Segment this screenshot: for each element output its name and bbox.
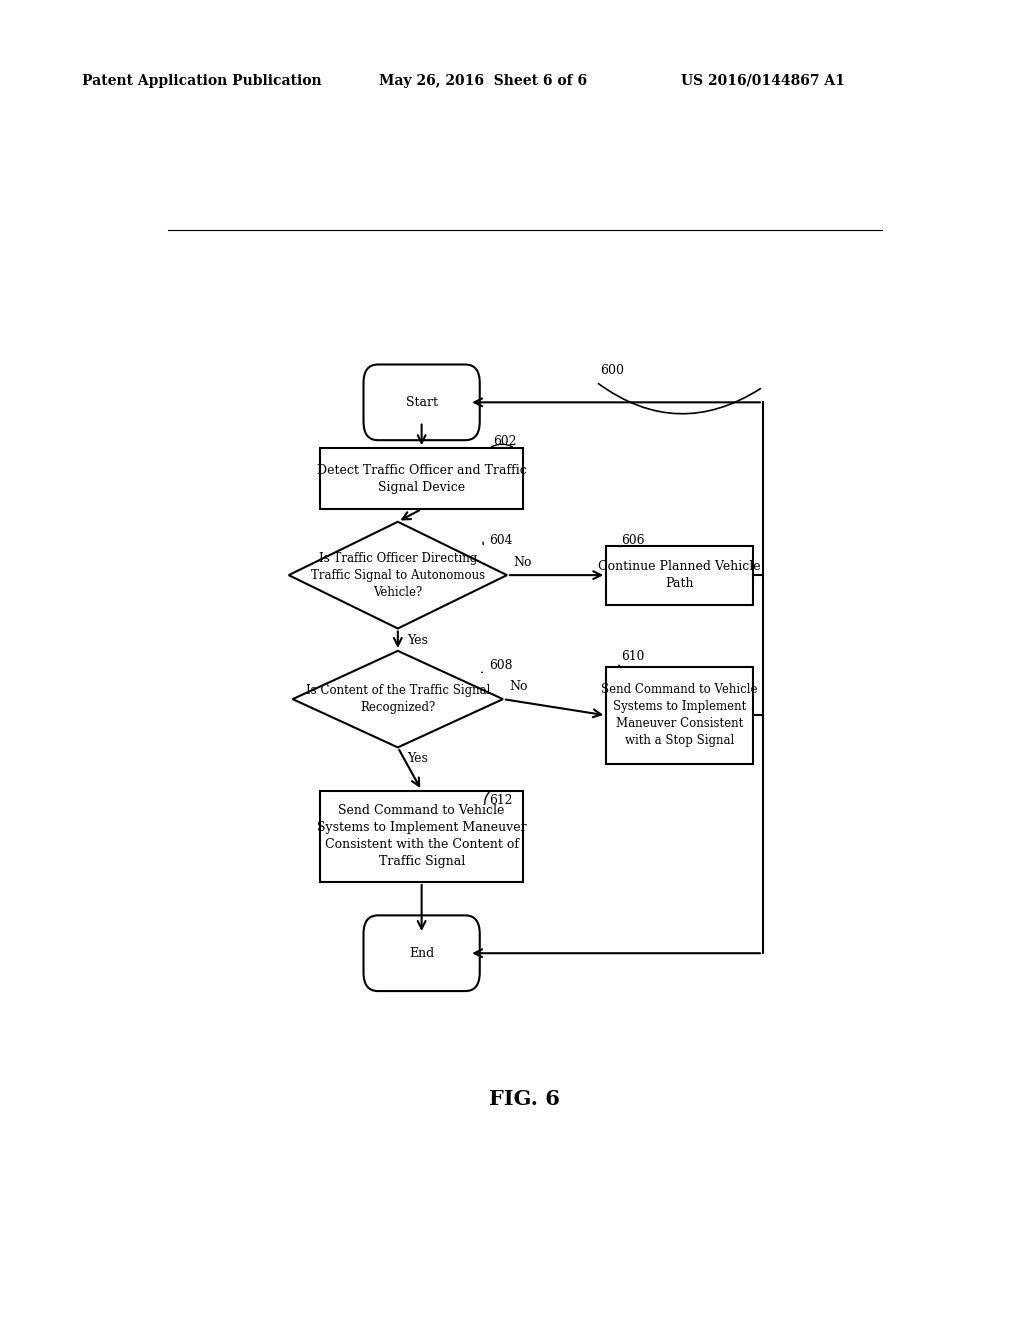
Text: Detect Traffic Officer and Traffic
Signal Device: Detect Traffic Officer and Traffic Signa… bbox=[316, 463, 526, 494]
Text: FIG. 6: FIG. 6 bbox=[489, 1089, 560, 1109]
Text: 602: 602 bbox=[494, 436, 516, 447]
Text: Send Command to Vehicle
Systems to Implement Maneuver
Consistent with the Conten: Send Command to Vehicle Systems to Imple… bbox=[316, 804, 526, 869]
Text: Yes: Yes bbox=[408, 634, 428, 647]
Text: 610: 610 bbox=[622, 649, 645, 663]
Text: US 2016/0144867 A1: US 2016/0144867 A1 bbox=[681, 74, 845, 88]
FancyBboxPatch shape bbox=[321, 791, 523, 882]
FancyBboxPatch shape bbox=[606, 545, 753, 605]
Text: 606: 606 bbox=[622, 533, 645, 546]
FancyBboxPatch shape bbox=[321, 447, 523, 510]
Polygon shape bbox=[289, 521, 507, 628]
Text: Yes: Yes bbox=[408, 752, 428, 766]
FancyBboxPatch shape bbox=[364, 364, 480, 440]
Text: Continue Planned Vehicle
Path: Continue Planned Vehicle Path bbox=[598, 560, 761, 590]
FancyBboxPatch shape bbox=[364, 915, 480, 991]
Text: Start: Start bbox=[406, 396, 437, 409]
Text: No: No bbox=[513, 556, 531, 569]
Text: End: End bbox=[409, 946, 434, 960]
Text: Send Command to Vehicle
Systems to Implement
Maneuver Consistent
with a Stop Sig: Send Command to Vehicle Systems to Imple… bbox=[601, 684, 758, 747]
Text: May 26, 2016  Sheet 6 of 6: May 26, 2016 Sheet 6 of 6 bbox=[379, 74, 587, 88]
Text: 604: 604 bbox=[489, 533, 513, 546]
Text: Is Traffic Officer Directing
Traffic Signal to Autonomous
Vehicle?: Is Traffic Officer Directing Traffic Sig… bbox=[310, 552, 485, 599]
Text: Is Content of the Traffic Signal
Recognized?: Is Content of the Traffic Signal Recogni… bbox=[305, 684, 490, 714]
Text: Patent Application Publication: Patent Application Publication bbox=[82, 74, 322, 88]
Text: 600: 600 bbox=[600, 364, 625, 378]
Polygon shape bbox=[293, 651, 503, 747]
Text: 612: 612 bbox=[489, 793, 513, 807]
FancyBboxPatch shape bbox=[606, 667, 753, 764]
Text: No: No bbox=[509, 680, 527, 693]
Text: 608: 608 bbox=[489, 659, 513, 672]
